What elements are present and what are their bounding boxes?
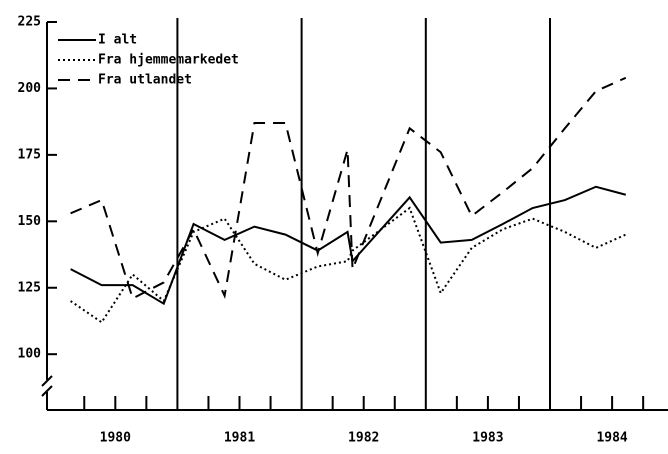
legend-label: Fra hjemmemarkedet: [98, 53, 239, 68]
axis-break: [41, 375, 53, 387]
x-tick-label: 1983: [472, 431, 503, 446]
axis-break: [41, 385, 53, 397]
y-tick-label: 200: [18, 81, 42, 96]
x-tick-label: 1980: [100, 431, 131, 446]
y-tick-label: 150: [18, 214, 42, 229]
line-series: [70, 76, 627, 300]
legend-label: Fra utlandet: [98, 73, 192, 88]
y-tick-label: 125: [18, 280, 41, 295]
y-tick-label: 225: [18, 15, 41, 30]
line-series: [70, 206, 627, 324]
x-tick-label: 1981: [224, 431, 255, 446]
y-tick-label: 175: [18, 147, 41, 162]
x-tick-label: 1982: [348, 431, 379, 446]
x-tick-label: 1984: [596, 431, 627, 446]
line-series: [70, 185, 627, 306]
legend-label: I alt: [98, 33, 137, 48]
y-tick-label: 100: [18, 347, 42, 362]
